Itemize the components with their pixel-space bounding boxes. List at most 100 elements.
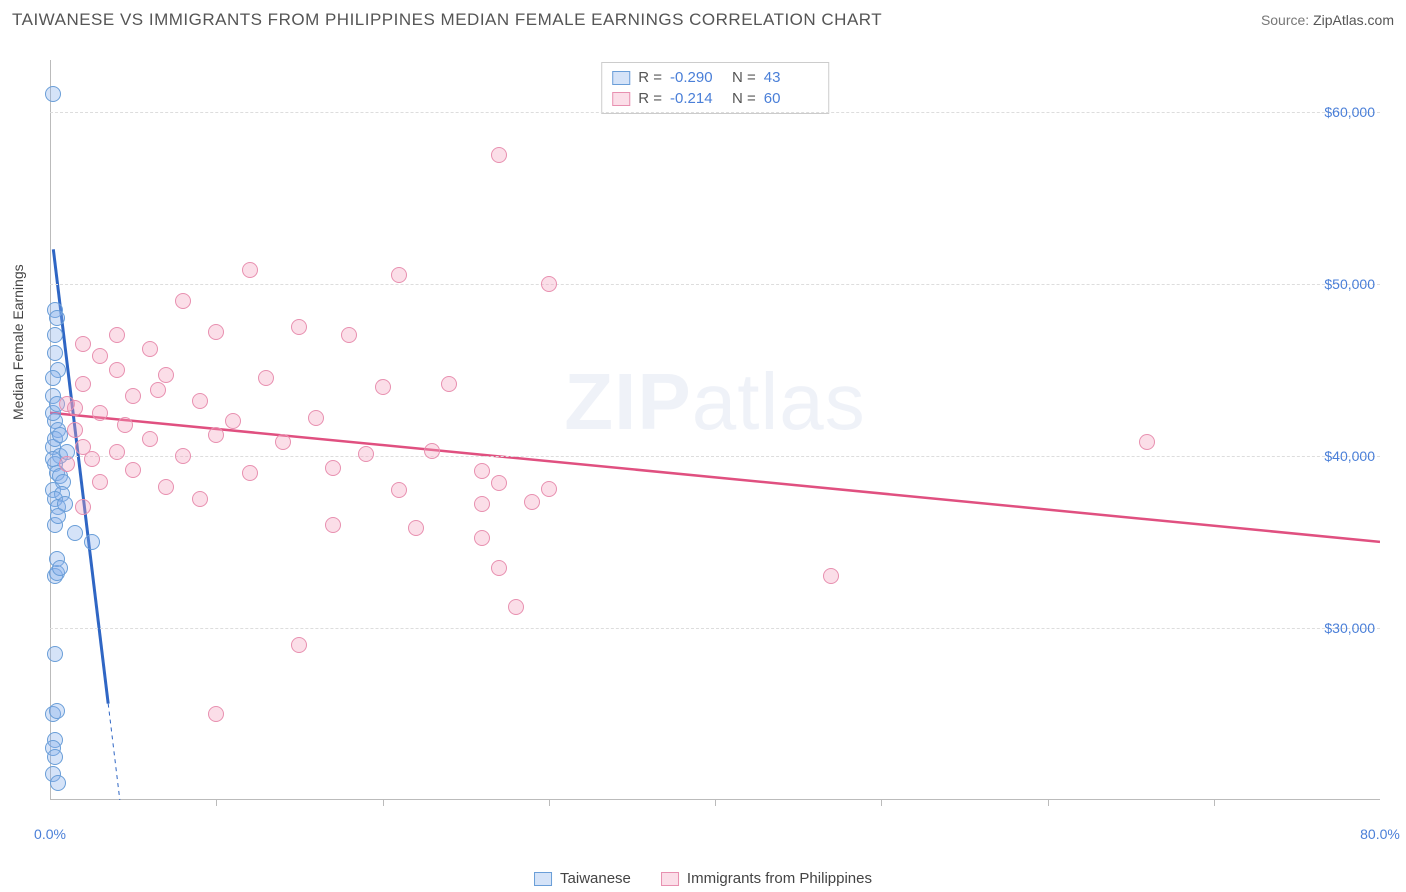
data-point [291,319,307,335]
data-point [491,560,507,576]
data-point [275,434,291,450]
data-point [109,327,125,343]
data-point [508,599,524,615]
data-point [408,520,424,536]
y-gridline [50,456,1380,457]
swatch-taiwanese [612,71,630,85]
data-point [823,568,839,584]
data-point [325,517,341,533]
data-point [49,310,65,326]
data-point [208,706,224,722]
correlation-legend: R = -0.290 N = 43 R = -0.214 N = 60 [601,62,829,114]
data-point [524,494,540,510]
swatch-philippines [612,92,630,106]
data-point [47,327,63,343]
regression-lines [50,60,1380,820]
legend-row-philippines: R = -0.214 N = 60 [612,88,818,109]
x-tick [216,800,217,806]
swatch-taiwanese-bottom [534,872,552,886]
y-gridline [50,628,1380,629]
data-point [45,86,61,102]
data-point [491,147,507,163]
data-point [441,376,457,392]
data-point [92,474,108,490]
x-tick-label: 0.0% [34,826,66,842]
data-point [67,400,83,416]
y-gridline [50,284,1380,285]
x-tick [715,800,716,806]
data-point [225,413,241,429]
data-point [175,448,191,464]
data-point [375,379,391,395]
series-legend: Taiwanese Immigrants from Philippines [534,870,872,887]
data-point [125,388,141,404]
data-point [474,463,490,479]
data-point [358,446,374,462]
data-point [158,479,174,495]
r-value-philippines: -0.214 [670,90,724,107]
legend-item-taiwanese: Taiwanese [534,870,631,887]
x-tick [881,800,882,806]
data-point [175,293,191,309]
r-value-taiwanese: -0.290 [670,69,724,86]
data-point [341,327,357,343]
data-point [109,444,125,460]
data-point [59,456,75,472]
n-value-taiwanese: 43 [764,69,818,86]
data-point [308,410,324,426]
data-point [142,341,158,357]
legend-label-philippines: Immigrants from Philippines [687,870,872,887]
data-point [84,451,100,467]
data-point [541,276,557,292]
data-point [1139,434,1155,450]
data-point [192,393,208,409]
legend-label-taiwanese: Taiwanese [560,870,631,887]
data-point [125,462,141,478]
data-point [52,427,68,443]
y-gridline [50,112,1380,113]
x-tick-label: 80.0% [1360,826,1400,842]
chart-source: Source: ZipAtlas.com [1261,12,1394,28]
data-point [291,637,307,653]
data-point [325,460,341,476]
x-tick [383,800,384,806]
source-value: ZipAtlas.com [1313,12,1394,28]
data-point [474,496,490,512]
chart-header: TAIWANESE VS IMMIGRANTS FROM PHILIPPINES… [12,10,1394,30]
y-tick-label: $30,000 [1324,620,1375,636]
data-point [192,491,208,507]
data-point [52,560,68,576]
x-tick [1214,800,1215,806]
data-point [67,422,83,438]
y-tick-label: $40,000 [1324,448,1375,464]
data-point [67,525,83,541]
data-point [47,646,63,662]
n-value-philippines: 60 [764,90,818,107]
y-tick-label: $60,000 [1324,104,1375,120]
x-tick [1048,800,1049,806]
data-point [45,370,61,386]
data-point [75,499,91,515]
data-point [541,481,557,497]
data-point [50,775,66,791]
data-point [208,427,224,443]
y-tick-label: $50,000 [1324,276,1375,292]
data-point [109,362,125,378]
data-point [391,482,407,498]
chart-title: TAIWANESE VS IMMIGRANTS FROM PHILIPPINES… [12,10,882,30]
data-point [242,465,258,481]
data-point [491,475,507,491]
source-label: Source: [1261,12,1309,28]
data-point [242,262,258,278]
data-point [117,417,133,433]
data-point [75,336,91,352]
data-point [391,267,407,283]
data-point [50,508,66,524]
data-point [208,324,224,340]
data-point [474,530,490,546]
data-point [84,534,100,550]
data-point [158,367,174,383]
y-axis-label: Median Female Earnings [10,264,26,420]
data-point [142,431,158,447]
data-point [47,749,63,765]
